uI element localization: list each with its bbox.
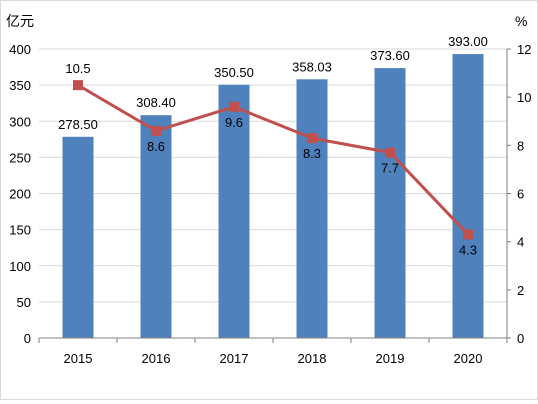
right-tick-label: 10 <box>517 90 531 105</box>
bars <box>62 54 484 339</box>
bar <box>218 84 250 338</box>
left-axis-unit: 亿元 <box>6 14 34 30</box>
x-tick-label: 2017 <box>220 351 249 366</box>
left-tick-label: 200 <box>9 187 31 202</box>
right-tick-label: 2 <box>517 283 524 298</box>
line-value-label: 8.3 <box>303 146 321 161</box>
bar <box>296 79 328 338</box>
x-tick-label: 2015 <box>64 351 93 366</box>
x-tick-label: 2018 <box>298 351 327 366</box>
growth-line <box>73 80 473 240</box>
right-tick-label: 8 <box>517 138 524 153</box>
bar <box>452 54 484 339</box>
line-marker <box>151 125 161 136</box>
bar-value-label: 393.00 <box>448 34 488 49</box>
left-tick-label: 100 <box>9 259 31 274</box>
axes: 0 50 100 150 200 250 300 350 400 0 2 4 6 8 10 12 2015 201… <box>9 42 531 366</box>
line-marker <box>463 229 473 240</box>
line-value-label: 4.3 <box>459 242 477 257</box>
line-value-label: 9.6 <box>225 115 243 130</box>
bar-value-label: 373.60 <box>370 48 410 63</box>
right-tick-label: 0 <box>517 331 524 346</box>
data-labels: 278.50 308.40 350.50 358.03 373.60 393.00 10.5… <box>58 34 488 257</box>
right-tick-label: 12 <box>517 42 531 57</box>
left-tick-label: 250 <box>9 150 31 165</box>
x-tick-label: 2019 <box>376 351 405 366</box>
line-value-label: 10.5 <box>65 61 90 76</box>
bar-value-label: 278.50 <box>58 117 98 132</box>
x-tick-label: 2020 <box>454 351 483 366</box>
line-value-label: 8.6 <box>147 139 165 154</box>
right-tick-label: 6 <box>517 187 524 202</box>
x-tick-label: 2016 <box>142 351 171 366</box>
line-value-label: 7.7 <box>381 161 399 176</box>
line-marker <box>385 147 395 158</box>
bar-value-label: 350.50 <box>214 65 254 80</box>
left-tick-label: 300 <box>9 114 31 129</box>
grid-lines <box>39 48 507 303</box>
bar <box>62 136 94 338</box>
right-tick-label: 4 <box>517 235 524 250</box>
line-marker <box>307 133 317 144</box>
left-tick-label: 50 <box>17 295 31 310</box>
bar <box>140 115 172 338</box>
line-marker <box>73 80 83 91</box>
bar-value-label: 308.40 <box>136 95 176 110</box>
right-axis-unit: % <box>515 13 527 29</box>
left-tick-label: 350 <box>9 78 31 93</box>
left-tick-label: 0 <box>24 331 31 346</box>
bar-value-label: 358.03 <box>292 59 332 74</box>
bar <box>374 68 406 338</box>
line-marker <box>229 101 239 112</box>
left-tick-label: 150 <box>9 223 31 238</box>
growth-line-path <box>77 83 470 236</box>
left-tick-label: 400 <box>9 42 31 57</box>
